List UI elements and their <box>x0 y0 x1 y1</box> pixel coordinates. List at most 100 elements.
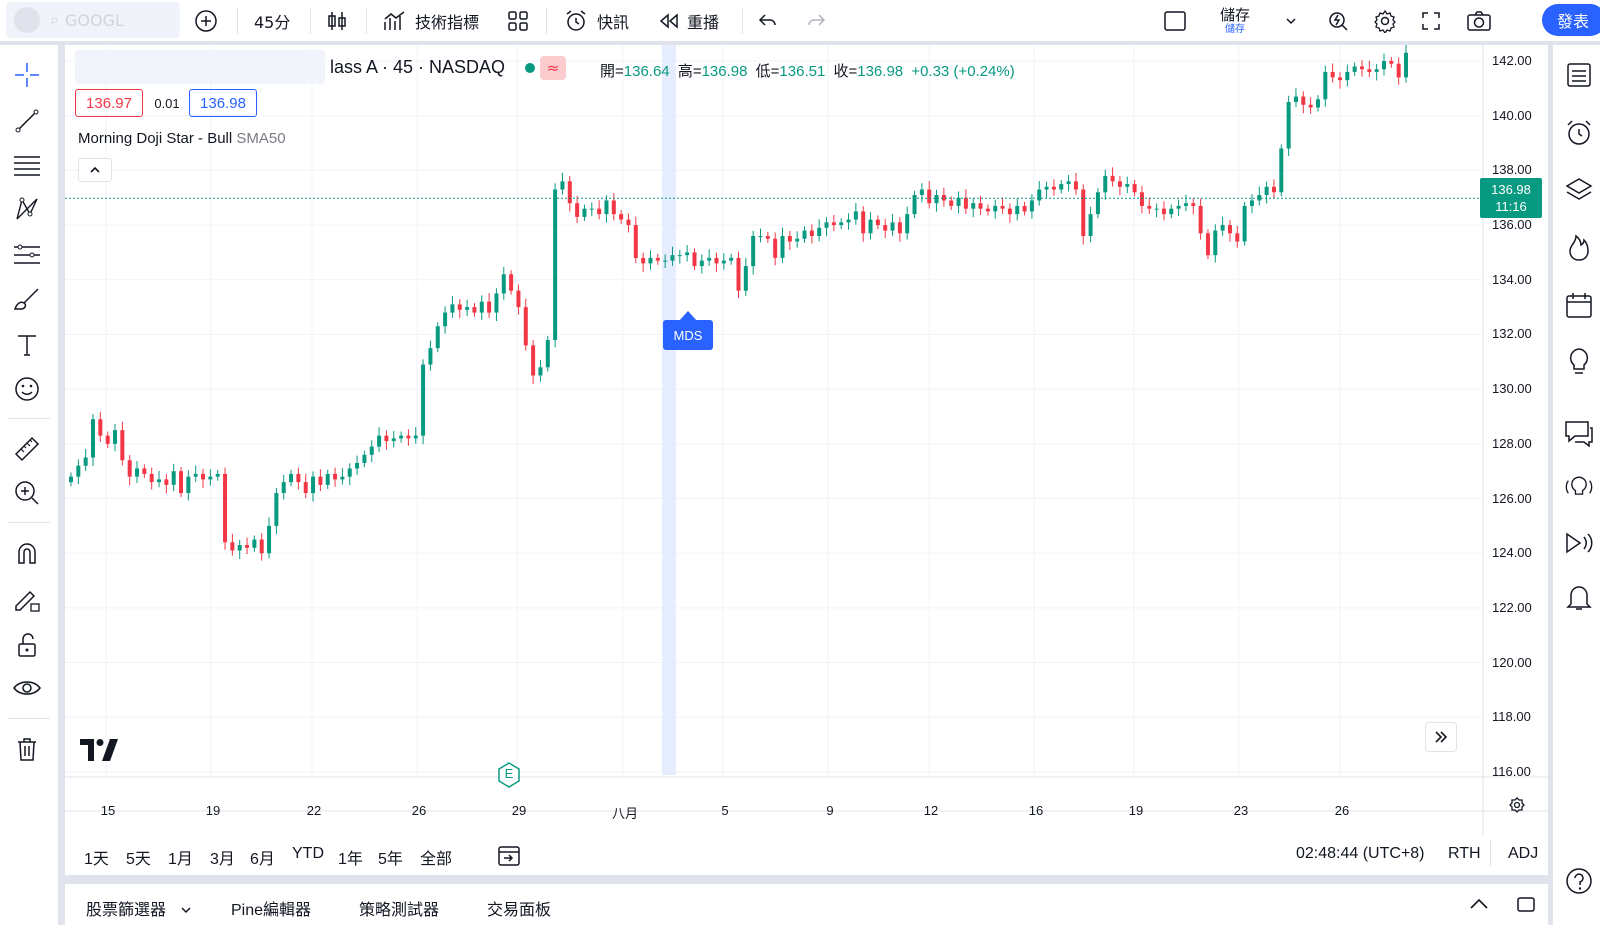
candle-body <box>465 307 470 310</box>
range-button[interactable]: 5天 <box>126 851 151 868</box>
chats-button[interactable] <box>1563 417 1595 449</box>
candle-body <box>787 236 792 242</box>
hotlist-button[interactable] <box>1563 231 1595 263</box>
legend-ohlc: 開=136.64 高=136.98 低=136.51 收=136.98 +0.3… <box>600 60 1015 81</box>
publish-button[interactable]: 發表 <box>1542 4 1600 36</box>
range-button[interactable]: 6月 <box>250 851 275 868</box>
indicator-legend[interactable]: Morning Doji Star - Bull SMA50 <box>78 130 286 147</box>
candle-body <box>1286 102 1291 149</box>
candle-body <box>795 238 800 242</box>
hide-drawings-tool[interactable] <box>11 673 43 705</box>
alerts-panel-button[interactable] <box>1563 117 1595 149</box>
forecast-tool[interactable] <box>11 239 43 271</box>
candle-body <box>369 446 374 455</box>
date-tick-label: 26 <box>411 803 427 818</box>
save-menu-button[interactable] <box>1284 0 1298 42</box>
candle-body <box>890 222 895 231</box>
symbol-search[interactable]: ⌕ GOOGL <box>6 2 180 38</box>
adjustment-label[interactable]: ADJ <box>1508 845 1539 862</box>
candle-body <box>281 482 286 494</box>
object-tree-button[interactable] <box>1563 173 1595 205</box>
pattern-tool[interactable] <box>11 193 43 225</box>
measure-tool[interactable] <box>11 433 43 465</box>
range-button[interactable]: 1年 <box>338 851 363 868</box>
close-key: 收= <box>833 63 858 80</box>
range-button[interactable]: 3月 <box>210 851 235 868</box>
sell-price-box[interactable]: 136.97 <box>75 89 143 117</box>
crosshair-tool[interactable] <box>11 59 43 91</box>
mds-pattern-label[interactable]: MDS <box>663 320 713 350</box>
quick-search-button[interactable] <box>1326 0 1350 42</box>
range-button[interactable]: 全部 <box>420 851 453 868</box>
tab-strategy-tester[interactable]: 策略測試器 <box>359 902 440 919</box>
help-button[interactable] <box>1563 865 1595 897</box>
text-tool[interactable] <box>11 329 43 361</box>
horizontal-lines-icon <box>14 156 40 176</box>
bottom-panel <box>65 884 1548 925</box>
trend-line-tool[interactable] <box>11 105 43 137</box>
save-button[interactable]: 儲存 儲存 <box>1220 0 1250 42</box>
play-stream-button[interactable] <box>1563 527 1595 559</box>
candle-body <box>1235 233 1240 242</box>
notifications-button[interactable] <box>1563 581 1595 613</box>
ruler-icon <box>14 436 40 462</box>
tab-screener[interactable]: 股票篩選器 <box>86 896 192 920</box>
date-range-bar <box>65 835 1548 875</box>
unlock-icon <box>18 633 36 657</box>
fullscreen-button[interactable] <box>1420 0 1442 42</box>
range-button[interactable]: 5年 <box>378 851 403 868</box>
price-chart[interactable] <box>65 45 1548 835</box>
close-value: 136.98 <box>857 63 904 80</box>
clock-label[interactable]: 02:48:44 (UTC+8) <box>1296 845 1425 862</box>
brush-tool[interactable] <box>11 283 43 315</box>
indicators-button[interactable]: 技術指標 <box>382 0 479 42</box>
earnings-marker[interactable]: E <box>497 762 521 788</box>
range-button[interactable]: 1月 <box>168 851 193 868</box>
expand-panel-button[interactable] <box>1468 896 1490 916</box>
legend-title[interactable]: lass A · 45 · NASDAQ <box>330 57 506 77</box>
range-button[interactable]: 1天 <box>84 851 109 868</box>
axis-settings-button[interactable] <box>1505 795 1529 819</box>
layers-icon <box>1565 178 1593 200</box>
candle-body <box>230 542 235 551</box>
settings-button[interactable] <box>1373 0 1397 42</box>
goto-date-button[interactable] <box>496 844 522 872</box>
candle-body <box>1337 77 1342 81</box>
session-label[interactable]: RTH <box>1448 845 1481 862</box>
zoom-tool[interactable] <box>11 477 43 509</box>
maximize-panel-button[interactable] <box>1515 893 1537 919</box>
collapse-legend-button[interactable] <box>78 158 112 182</box>
indicator-name: Morning Doji Star - Bull <box>78 130 233 147</box>
range-button[interactable]: YTD <box>292 845 324 862</box>
tradingview-logo[interactable] <box>80 739 120 765</box>
interval-button[interactable]: 45分 <box>254 0 290 42</box>
buy-price-box[interactable]: 136.98 <box>189 89 257 117</box>
candle-body <box>1293 96 1298 103</box>
snapshot-button[interactable] <box>1466 0 1492 42</box>
replay-button[interactable]: 重播 <box>657 0 719 42</box>
redo-button[interactable] <box>805 0 827 42</box>
ideas-button[interactable] <box>1563 345 1595 377</box>
legend-symbol-overlay[interactable] <box>75 50 325 84</box>
alert-button[interactable]: 快訊 <box>563 0 629 42</box>
scroll-to-realtime-button[interactable] <box>1425 722 1457 752</box>
calendar-button[interactable] <box>1563 289 1595 321</box>
watchlist-button[interactable] <box>1563 59 1595 91</box>
layout-select-button[interactable] <box>1163 0 1187 42</box>
candle-body <box>1301 96 1306 105</box>
chart-type-button[interactable] <box>326 0 348 42</box>
save-sublabel: 儲存 <box>1225 23 1245 35</box>
compare-add-button[interactable] <box>194 0 218 42</box>
tab-trading-panel[interactable]: 交易面板 <box>487 902 552 919</box>
tab-pine-editor[interactable]: Pine編輯器 <box>231 902 312 919</box>
magnet-tool[interactable] <box>11 537 43 569</box>
lock-all-tool[interactable] <box>11 629 43 661</box>
candle-body <box>765 236 770 239</box>
fib-tool[interactable] <box>11 149 43 181</box>
emoji-tool[interactable] <box>11 373 43 405</box>
undo-button[interactable] <box>757 0 779 42</box>
remove-drawings-tool[interactable] <box>11 733 43 765</box>
layout-button[interactable] <box>506 0 530 42</box>
streams-button[interactable] <box>1563 471 1595 503</box>
lock-drawings-tool[interactable] <box>11 583 43 615</box>
